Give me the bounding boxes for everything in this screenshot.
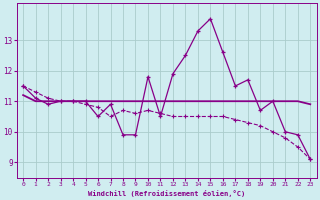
- X-axis label: Windchill (Refroidissement éolien,°C): Windchill (Refroidissement éolien,°C): [88, 190, 245, 197]
